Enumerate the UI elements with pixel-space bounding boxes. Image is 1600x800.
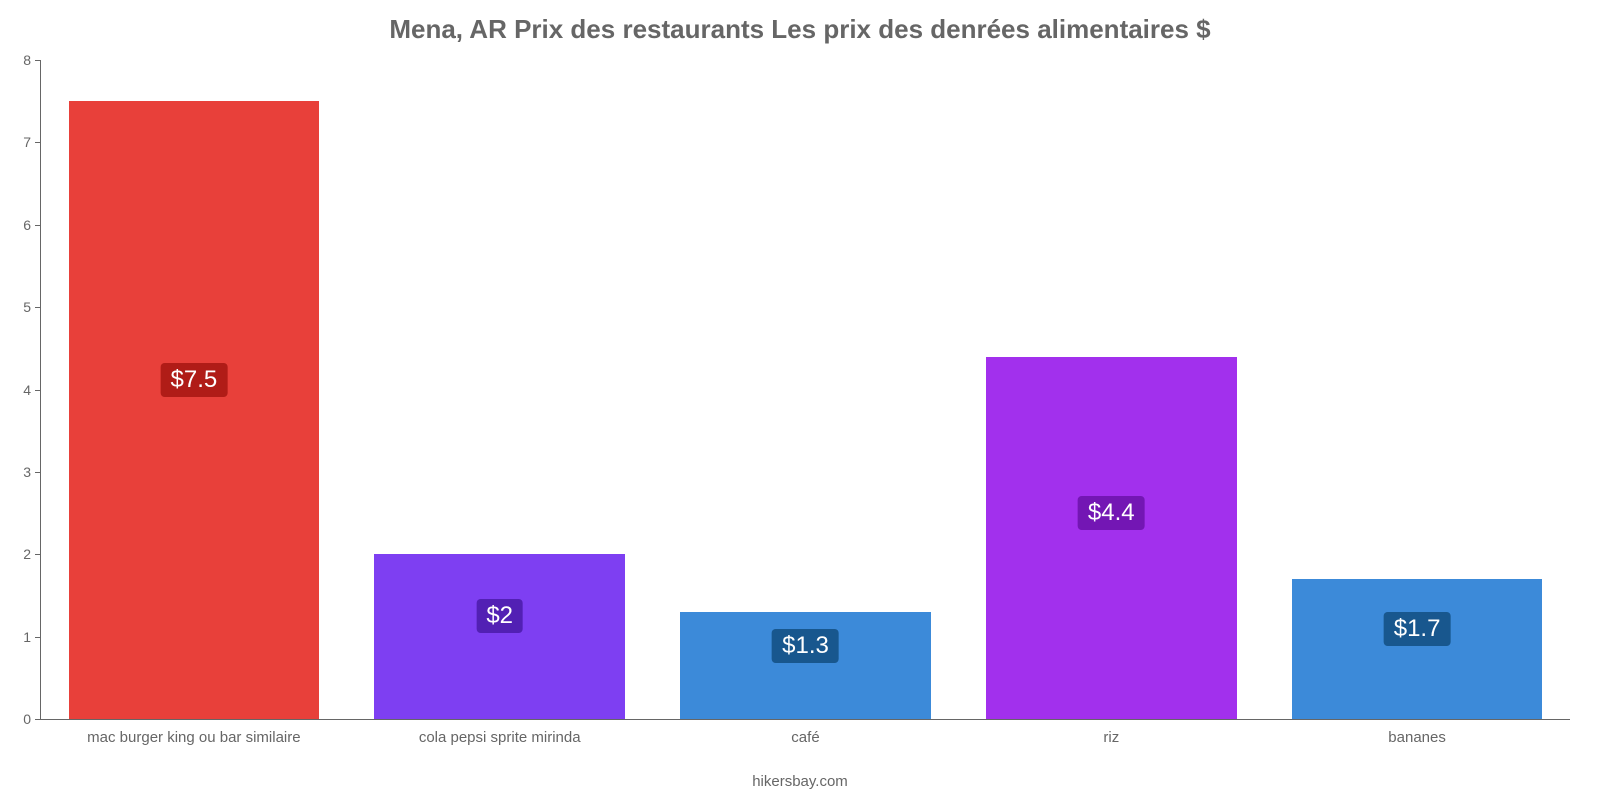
bar: $4.4 — [986, 357, 1237, 719]
y-tick-label: 6 — [23, 217, 31, 233]
bar: $7.5 — [69, 101, 320, 719]
price-bar-chart: Mena, AR Prix des restaurants Les prix d… — [0, 0, 1600, 800]
y-tick-label: 5 — [23, 299, 31, 315]
category-label: café — [791, 729, 819, 746]
value-badge: $7.5 — [161, 363, 228, 397]
y-tick-mark — [35, 225, 41, 226]
y-tick-label: 0 — [23, 711, 31, 727]
value-badge: $2 — [476, 599, 523, 633]
bar-slot: $7.5mac burger king ou bar similaire — [41, 60, 347, 719]
y-tick-label: 1 — [23, 629, 31, 645]
value-badge: $1.3 — [772, 629, 839, 663]
y-tick-mark — [35, 390, 41, 391]
y-tick-label: 8 — [23, 52, 31, 68]
bar: $2 — [374, 554, 625, 719]
chart-title: Mena, AR Prix des restaurants Les prix d… — [0, 14, 1600, 45]
y-tick-label: 7 — [23, 134, 31, 150]
category-label: mac burger king ou bar similaire — [87, 729, 300, 746]
y-tick-mark — [35, 472, 41, 473]
y-tick-mark — [35, 142, 41, 143]
category-label: cola pepsi sprite mirinda — [419, 729, 581, 746]
y-tick-label: 4 — [23, 382, 31, 398]
bar-slot: $1.3café — [653, 60, 959, 719]
value-badge: $4.4 — [1078, 496, 1145, 530]
bar: $1.7 — [1292, 579, 1543, 719]
bars-container: $7.5mac burger king ou bar similaire$2co… — [41, 60, 1570, 719]
bar-slot: $2cola pepsi sprite mirinda — [347, 60, 653, 719]
y-tick-mark — [35, 554, 41, 555]
y-tick-mark — [35, 307, 41, 308]
y-tick-mark — [35, 719, 41, 720]
category-label: riz — [1103, 729, 1119, 746]
y-tick-mark — [35, 637, 41, 638]
plot-area: $7.5mac burger king ou bar similaire$2co… — [40, 60, 1570, 720]
bar-slot: $1.7bananes — [1264, 60, 1570, 719]
y-tick-mark — [35, 60, 41, 61]
bar: $1.3 — [680, 612, 931, 719]
value-badge: $1.7 — [1384, 612, 1451, 646]
y-tick-label: 3 — [23, 464, 31, 480]
y-tick-label: 2 — [23, 546, 31, 562]
chart-credit: hikersbay.com — [0, 773, 1600, 790]
category-label: bananes — [1388, 729, 1446, 746]
bar-slot: $4.4riz — [958, 60, 1264, 719]
